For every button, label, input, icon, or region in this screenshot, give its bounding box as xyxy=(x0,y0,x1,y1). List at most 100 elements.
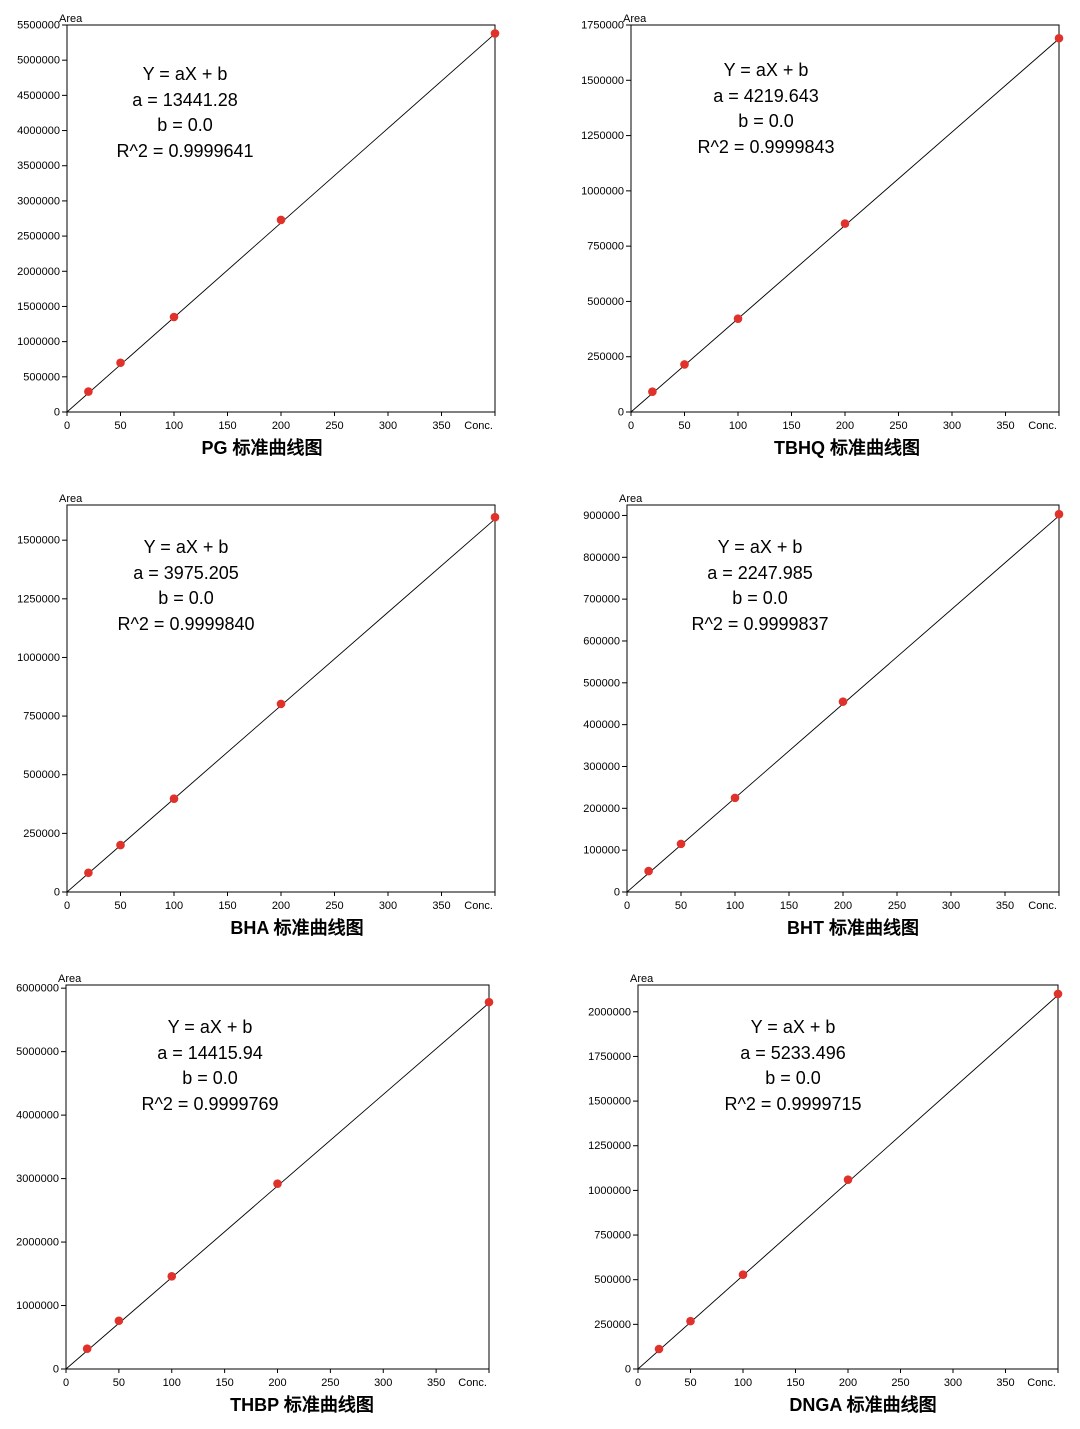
x-tick-label: 150 xyxy=(218,420,236,432)
equation-line: a = 3975.205 xyxy=(133,562,239,583)
data-point xyxy=(490,29,500,38)
y-tick-label: 200000 xyxy=(583,803,620,815)
equation-line: Y = aX + b xyxy=(143,537,229,557)
data-point xyxy=(733,314,743,323)
chart-panel-2: 0 250000 500000 750000 1000000 1250000 1500000… xyxy=(0,485,515,940)
data-point xyxy=(686,1316,695,1326)
x-tick-label: 200 xyxy=(839,1377,857,1389)
data-point xyxy=(169,794,179,803)
x-tick-label: 250 xyxy=(889,420,907,432)
equation-line: b = 0.0 xyxy=(158,588,214,608)
data-point xyxy=(838,697,848,706)
y-axis-label: Area xyxy=(623,13,647,25)
y-axis-label: Area xyxy=(58,973,82,985)
x-tick-label: 300 xyxy=(943,420,961,432)
chart-svg: 0 100000 200000 300000 400000 500000 600000 700… xyxy=(583,493,1064,912)
x-axis-label: Conc. xyxy=(1028,900,1057,912)
equation-line: R^2 = 0.9999715 xyxy=(724,1093,862,1114)
x-tick-label: 300 xyxy=(379,420,397,432)
data-point xyxy=(169,312,179,322)
equation-line: Y = aX + b xyxy=(750,1017,836,1037)
x-tick-label: 250 xyxy=(891,1377,909,1389)
data-point xyxy=(114,1316,124,1326)
y-tick-label: 6000000 xyxy=(16,983,59,995)
data-point xyxy=(167,1272,177,1281)
equation-line: Y = aX + b xyxy=(167,1017,253,1037)
y-tick-label: 250000 xyxy=(594,1319,631,1331)
data-point xyxy=(82,1344,92,1353)
x-tick-label: 300 xyxy=(379,900,397,912)
chart-panel-5: 0 250000 500000 750000 1000000 1250000 1500000… xyxy=(568,965,1078,1417)
regression-equation: Y = aX + b a = 14415.94 b = 0.0 R^2 = 0.999… xyxy=(90,1015,330,1117)
y-axis-label: Area xyxy=(619,493,643,505)
chart-svg: 0 500000 1000000 1500000 2000000 2500000 30000… xyxy=(17,13,500,432)
equation-line: R^2 = 0.9999837 xyxy=(691,613,829,634)
y-tick-label: 1000000 xyxy=(588,1185,631,1197)
x-tick-label: 0 xyxy=(635,1377,641,1389)
y-tick-label: 1750000 xyxy=(588,1051,631,1063)
x-tick-label: 250 xyxy=(888,900,906,912)
data-point xyxy=(654,1344,664,1354)
x-tick-label: 350 xyxy=(432,900,450,912)
data-point xyxy=(730,793,740,803)
x-axis-label: Conc. xyxy=(464,420,493,432)
x-tick-label: 350 xyxy=(996,900,1014,912)
data-point xyxy=(84,868,93,878)
data-point xyxy=(273,1179,282,1188)
y-tick-label: 800000 xyxy=(583,552,620,564)
x-tick-label: 50 xyxy=(113,1377,125,1389)
y-axis-label: Area xyxy=(630,973,654,985)
y-tick-label: 400000 xyxy=(583,719,620,731)
x-tick-label: 0 xyxy=(628,420,634,432)
y-tick-label: 2000000 xyxy=(17,266,60,278)
x-tick-label: 100 xyxy=(734,1377,752,1389)
x-tick-label: 150 xyxy=(786,1377,804,1389)
equation-line: a = 13441.28 xyxy=(132,89,238,110)
x-tick-label: 350 xyxy=(996,420,1014,432)
x-tick-label: 300 xyxy=(374,1377,392,1389)
y-tick-label: 500000 xyxy=(23,371,60,383)
data-point xyxy=(738,1270,748,1279)
data-point xyxy=(648,387,657,396)
regression-equation: Y = aX + b a = 3975.205 b = 0.0 R^2 = 0.999… xyxy=(66,535,306,637)
y-tick-label: 1500000 xyxy=(17,535,60,547)
x-tick-label: 200 xyxy=(268,1377,286,1389)
equation-line: R^2 = 0.9999641 xyxy=(116,140,254,161)
y-tick-label: 0 xyxy=(54,407,60,419)
y-tick-label: 2500000 xyxy=(17,231,60,243)
y-tick-label: 4000000 xyxy=(16,1110,59,1122)
x-tick-label: 200 xyxy=(834,900,852,912)
x-tick-label: 0 xyxy=(64,900,70,912)
y-tick-label: 750000 xyxy=(23,711,60,723)
data-point xyxy=(843,1175,853,1184)
x-tick-label: 300 xyxy=(944,1377,962,1389)
y-tick-label: 1500000 xyxy=(588,1096,631,1108)
chart-svg: 0 1000000 2000000 3000000 4000000 5000000 6000… xyxy=(16,973,494,1389)
y-tick-label: 500000 xyxy=(594,1274,631,1286)
x-tick-label: 200 xyxy=(836,420,854,432)
x-tick-label: 100 xyxy=(163,1377,181,1389)
y-tick-label: 4000000 xyxy=(17,125,60,137)
chart-title: DNGA 标准曲线图 xyxy=(789,1395,937,1415)
y-tick-label: 250000 xyxy=(587,351,624,363)
regression-equation: Y = aX + b a = 2247.985 b = 0.0 R^2 = 0.999… xyxy=(640,535,880,637)
equation-line: a = 5233.496 xyxy=(740,1042,846,1063)
x-tick-label: 100 xyxy=(165,900,183,912)
y-tick-label: 1000000 xyxy=(17,652,60,664)
x-tick-label: 300 xyxy=(942,900,960,912)
x-tick-label: 150 xyxy=(782,420,800,432)
y-tick-label: 700000 xyxy=(583,594,620,606)
equation-line: R^2 = 0.9999840 xyxy=(117,613,255,634)
x-axis-label: Conc. xyxy=(1028,420,1057,432)
y-tick-label: 1500000 xyxy=(581,75,624,87)
data-point xyxy=(276,215,286,225)
equation-line: a = 2247.985 xyxy=(707,562,813,583)
chart-title: PG 标准曲线图 xyxy=(201,438,323,458)
equation-line: a = 4219.643 xyxy=(713,85,819,106)
y-tick-label: 100000 xyxy=(583,845,620,857)
y-tick-label: 500000 xyxy=(587,296,624,308)
y-tick-label: 5500000 xyxy=(17,20,60,32)
chart-svg: 0 250000 500000 750000 1000000 1250000 1500000… xyxy=(588,973,1063,1389)
y-tick-label: 2000000 xyxy=(16,1237,59,1249)
